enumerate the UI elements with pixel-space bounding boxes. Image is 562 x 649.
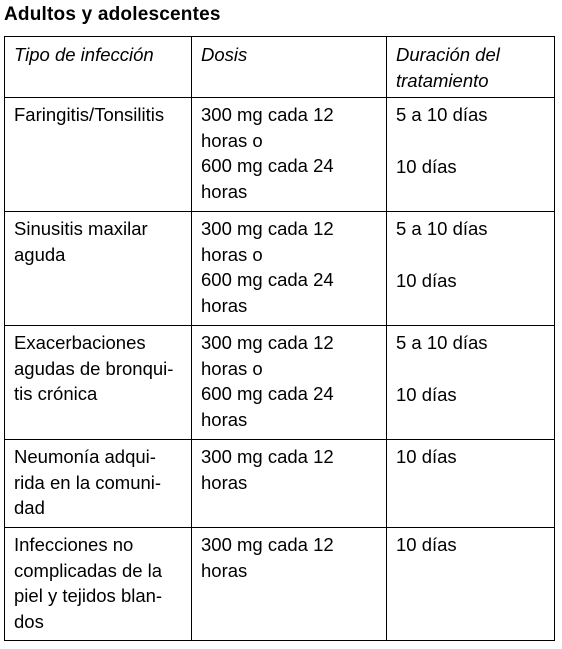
header-row: Tipo de infección Dosis Duración del tra…: [4, 36, 555, 98]
dose-text: horas: [201, 408, 248, 430]
header-duration: Duración del tratamiento: [386, 36, 555, 98]
infection-text: Sinusitis maxilar: [14, 218, 148, 239]
duration-cell: 10 días: [386, 527, 555, 641]
dose-text: horas o: [201, 243, 263, 265]
infection-text: Faringitis/Tonsilitis: [14, 104, 165, 125]
infection-cell: Infecciones no complicadas de la piel y …: [4, 527, 192, 641]
dose-cell: 300 mg cada 12 horas o 600 mg cada 24 ho…: [191, 211, 387, 326]
duration-cell: 5 a 10 días 10 días: [386, 211, 555, 326]
dose-text: 600 mg cada 24: [201, 269, 334, 290]
infection-text: Infecciones no: [14, 534, 134, 555]
duration-cell: 5 a 10 días 10 días: [386, 325, 555, 440]
dose-text: 300 mg cada 12: [201, 534, 334, 555]
duration-text: 10 días: [396, 155, 457, 177]
dose-text: horas o: [201, 129, 263, 151]
table-row: Neumonía adqui- rida en la comuni- dad 3…: [4, 439, 555, 528]
dose-cell: 300 mg cada 12 horas o 600 mg cada 24 ho…: [191, 325, 387, 440]
duration-text: 5 a 10 días: [396, 218, 488, 239]
dose-cell: 300 mg cada 12 horas: [191, 439, 387, 528]
infection-text: Exacerbaciones: [14, 332, 146, 353]
header-dose: Dosis: [191, 36, 387, 98]
duration-text: 5 a 10 días: [396, 332, 488, 353]
infection-cell: Sinusitis maxilar aguda: [4, 211, 192, 326]
table-row: Faringitis/Tonsilitis 300 mg cada 12 hor…: [4, 97, 555, 212]
duration-cell: 5 a 10 días 10 días: [386, 97, 555, 212]
header-duration-line2: tratamiento: [396, 69, 489, 91]
infection-cell: Exacerbaciones agudas de bronqui- tis cr…: [4, 325, 192, 440]
table-title: Adultos y adolescentes: [4, 4, 221, 25]
infection-text: complicadas de la: [14, 559, 163, 581]
infection-text: rida en la comuni-: [14, 471, 162, 493]
duration-text: 10 días: [396, 269, 457, 291]
dose-text: 600 mg cada 24: [201, 383, 334, 404]
dose-text: horas: [201, 559, 248, 581]
duration-text: 10 días: [396, 534, 457, 555]
dose-text: 300 mg cada 12: [201, 332, 334, 353]
infection-text: dos: [14, 610, 44, 632]
dose-text: 600 mg cada 24: [201, 155, 334, 176]
infection-cell: Neumonía adqui- rida en la comuni- dad: [4, 439, 192, 528]
header-infection-type: Tipo de infección: [4, 36, 192, 98]
dose-text: 300 mg cada 12: [201, 218, 334, 239]
dose-text: horas: [201, 294, 248, 316]
infection-text: tis crónica: [14, 383, 98, 404]
infection-cell: Faringitis/Tonsilitis: [4, 97, 192, 212]
dose-text: 300 mg cada 12: [201, 104, 334, 125]
duration-cell: 10 días: [386, 439, 555, 528]
dose-text: horas: [201, 471, 248, 493]
table-row: Exacerbaciones agudas de bronqui- tis cr…: [4, 325, 555, 440]
duration-text: 10 días: [396, 383, 457, 405]
table-row: Sinusitis maxilar aguda 300 mg cada 12 h…: [4, 211, 555, 326]
infection-text: piel y tejidos blan-: [14, 585, 163, 606]
infection-text: aguda: [14, 243, 66, 265]
header-duration-line1: Duración del: [396, 44, 500, 65]
dose-text: horas: [201, 180, 248, 202]
dosage-table: Tipo de infección Dosis Duración del tra…: [4, 36, 555, 641]
dose-text: 300 mg cada 12: [201, 446, 334, 467]
duration-text: 10 días: [396, 446, 457, 467]
infection-text: agudas de bronqui-: [14, 357, 174, 379]
infection-text: dad: [14, 497, 45, 518]
dose-text: horas o: [201, 357, 263, 379]
infection-text: Neumonía adqui-: [14, 446, 156, 467]
table-row: Infecciones no complicadas de la piel y …: [4, 527, 555, 641]
dose-cell: 300 mg cada 12 horas: [191, 527, 387, 641]
duration-text: 5 a 10 días: [396, 104, 488, 125]
dose-cell: 300 mg cada 12 horas o 600 mg cada 24 ho…: [191, 97, 387, 212]
